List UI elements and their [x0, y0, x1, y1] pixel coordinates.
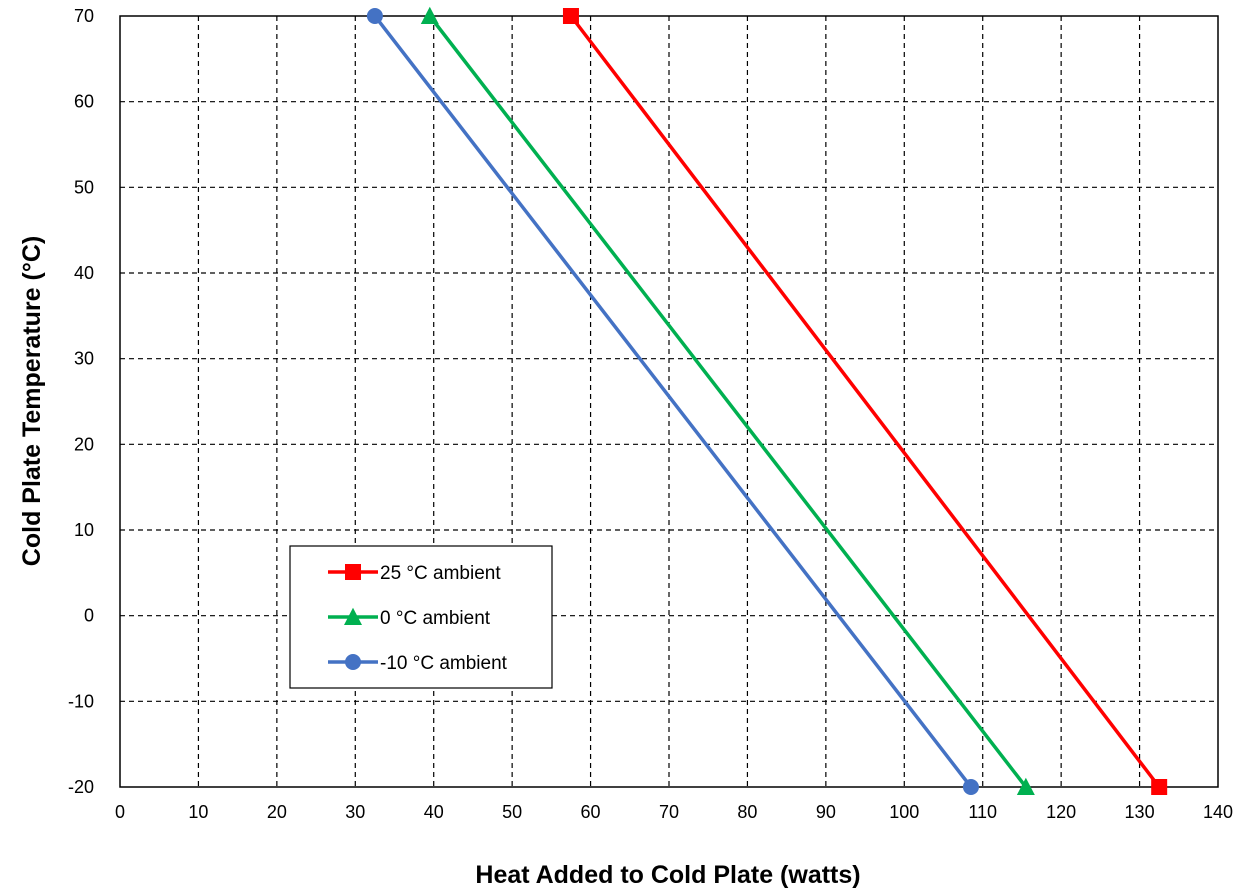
- series-square: [562, 8, 1168, 795]
- x-tick-label: 90: [816, 802, 836, 822]
- x-tick-label: 110: [968, 802, 997, 822]
- y-tick-label: 30: [74, 349, 94, 369]
- series-layer: [366, 6, 1168, 795]
- tick-labels: 0 10 20 30 40 50 60 70 80 90 100 110 120 130 140-20-10…: [68, 6, 1233, 822]
- triangle-marker: [420, 6, 439, 25]
- square-marker: [562, 8, 579, 24]
- x-tick-label: 80: [737, 802, 757, 822]
- series-line: [428, 14, 1028, 789]
- x-tick-label: 120: [1046, 802, 1076, 822]
- legend-item: -10 °C ambient: [328, 653, 508, 674]
- y-tick-label: -20: [68, 777, 94, 797]
- square-marker: [345, 564, 361, 580]
- legend-item: 0 °C ambient: [328, 607, 491, 629]
- series-line: [569, 14, 1161, 789]
- x-tick-label: 30: [345, 802, 365, 822]
- x-tick-label: 10: [188, 802, 208, 822]
- x-tick-label: 140: [1203, 802, 1233, 822]
- x-tick-label: 70: [659, 802, 679, 822]
- x-tick-label: 60: [581, 802, 601, 822]
- x-tick-label: 0: [115, 802, 125, 822]
- legend-label: -10 °C ambient: [380, 653, 508, 674]
- x-tick-label: 50: [502, 802, 522, 822]
- square-marker: [1151, 779, 1168, 795]
- plot-area-frame: [119, 15, 1219, 788]
- legend-item: 25 °C ambient: [328, 563, 501, 584]
- series-line: [373, 14, 973, 789]
- x-axis-title: Heat Added to Cold Plate (watts): [475, 861, 860, 889]
- x-tick-label: 130: [1125, 802, 1155, 822]
- y-tick-label: 20: [74, 434, 94, 454]
- x-tick-label: 20: [267, 802, 287, 822]
- y-tick-label: 60: [74, 92, 94, 112]
- y-tick-label: 50: [74, 177, 94, 197]
- legend: 25 °C ambient 0 °C ambient -10 °C ambient: [289, 545, 553, 689]
- circle-marker: [366, 8, 383, 24]
- series-circle: [366, 8, 979, 795]
- triangle-marker: [1016, 777, 1035, 795]
- y-tick-label: 10: [74, 520, 94, 540]
- series-triangle: [420, 6, 1035, 795]
- legend-label: 0 °C ambient: [380, 608, 491, 629]
- y-tick-label: -10: [68, 691, 94, 711]
- y-axis-title: Cold Plate Temperature (°C): [18, 236, 46, 566]
- y-tick-label: 0: [84, 606, 94, 626]
- x-tick-label: 100: [889, 802, 919, 822]
- grid-lines: [120, 16, 1218, 787]
- triangle-marker: [344, 607, 362, 625]
- y-tick-label: 70: [74, 6, 94, 26]
- circle-marker: [962, 779, 979, 795]
- circle-marker: [345, 654, 361, 670]
- x-tick-label: 40: [424, 802, 444, 822]
- y-tick-label: 40: [74, 263, 94, 283]
- legend-label: 25 °C ambient: [380, 563, 501, 584]
